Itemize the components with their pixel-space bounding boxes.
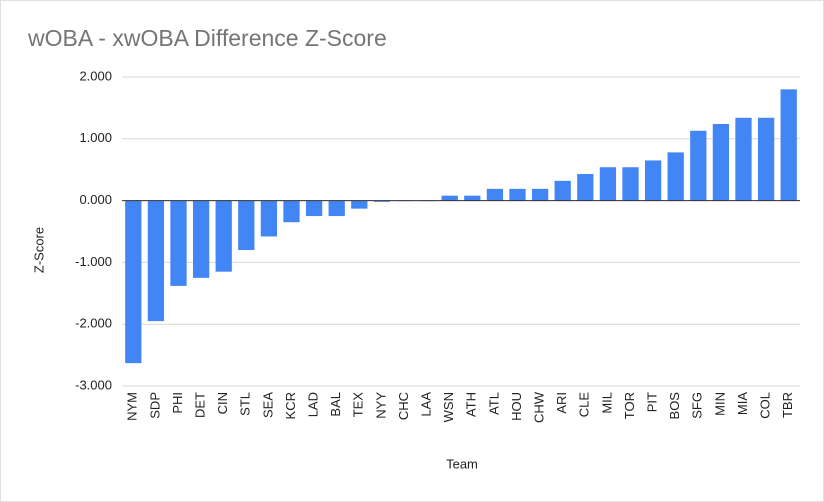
x-tick-label: PHI [170, 392, 185, 414]
y-tick-label: -3.000 [75, 377, 112, 392]
y-axis-title: Z-Score [31, 227, 46, 273]
y-tick-label: -1.000 [75, 254, 112, 269]
bar [757, 117, 775, 201]
bar [328, 200, 345, 217]
x-tick-label: ATH [464, 392, 479, 417]
x-tick-label: NYM [125, 392, 140, 421]
bar [260, 200, 278, 237]
bar [712, 123, 730, 201]
y-tick-label: -2.000 [75, 316, 112, 331]
bar [622, 167, 639, 201]
bar [351, 200, 368, 209]
bar [215, 200, 232, 272]
x-tick-label: LAD [306, 392, 321, 417]
x-tick-label: BAL [328, 392, 343, 417]
bar [125, 200, 142, 364]
x-tick-label: LAA [419, 392, 434, 417]
x-tick-label: SEA [260, 392, 275, 418]
x-tick-label: COL [758, 392, 773, 419]
y-tick-label: 2.000 [79, 68, 112, 83]
x-tick-label: PIT [645, 392, 660, 412]
bar [690, 130, 707, 201]
x-tick-label: MIA [735, 392, 750, 415]
y-tick-label: 0.000 [79, 192, 112, 207]
bar [667, 152, 684, 201]
x-tick-label: MIL [599, 392, 614, 414]
x-tick-label: STL [238, 392, 253, 416]
x-tick-label: CLE [577, 392, 592, 418]
bar [441, 195, 458, 201]
bar [554, 180, 571, 201]
x-tick-label: SDP [147, 392, 162, 419]
x-tick-label: NYY [373, 392, 388, 419]
bar [147, 200, 165, 322]
x-tick-label: TEX [351, 392, 366, 418]
bar [373, 200, 391, 202]
bar [531, 188, 549, 201]
bar [283, 200, 300, 223]
x-tick-label: TOR [622, 392, 637, 419]
x-tick-label: CIN [215, 392, 230, 414]
bar [486, 188, 504, 201]
x-tick-label: TBR [780, 392, 795, 418]
bar [599, 167, 617, 201]
x-tick-label: HOU [509, 392, 524, 421]
bar [577, 174, 594, 201]
bar [509, 188, 526, 201]
x-tick-label: KCR [283, 392, 298, 419]
x-tick-label: CHC [396, 392, 411, 420]
bar [192, 200, 210, 278]
x-tick-label: ATL [486, 392, 501, 415]
x-tick-label: SFG [690, 392, 705, 419]
bar [735, 117, 752, 201]
bar [644, 160, 662, 201]
bar [780, 89, 797, 201]
x-tick-label: BOS [667, 392, 682, 420]
x-tick-label: DET [193, 392, 208, 418]
x-tick-label: ARI [554, 392, 569, 414]
bar [238, 200, 255, 251]
x-tick-label: WSN [441, 392, 456, 422]
chart-title: wOBA - xwOBA Difference Z-Score [27, 25, 387, 51]
bar [305, 200, 323, 217]
bar [464, 195, 481, 201]
x-tick-label: MIN [712, 392, 727, 416]
x-tick-label: CHW [532, 391, 547, 423]
x-axis-title: Team [446, 456, 478, 471]
bar [170, 200, 187, 286]
y-tick-label: 1.000 [79, 130, 112, 145]
